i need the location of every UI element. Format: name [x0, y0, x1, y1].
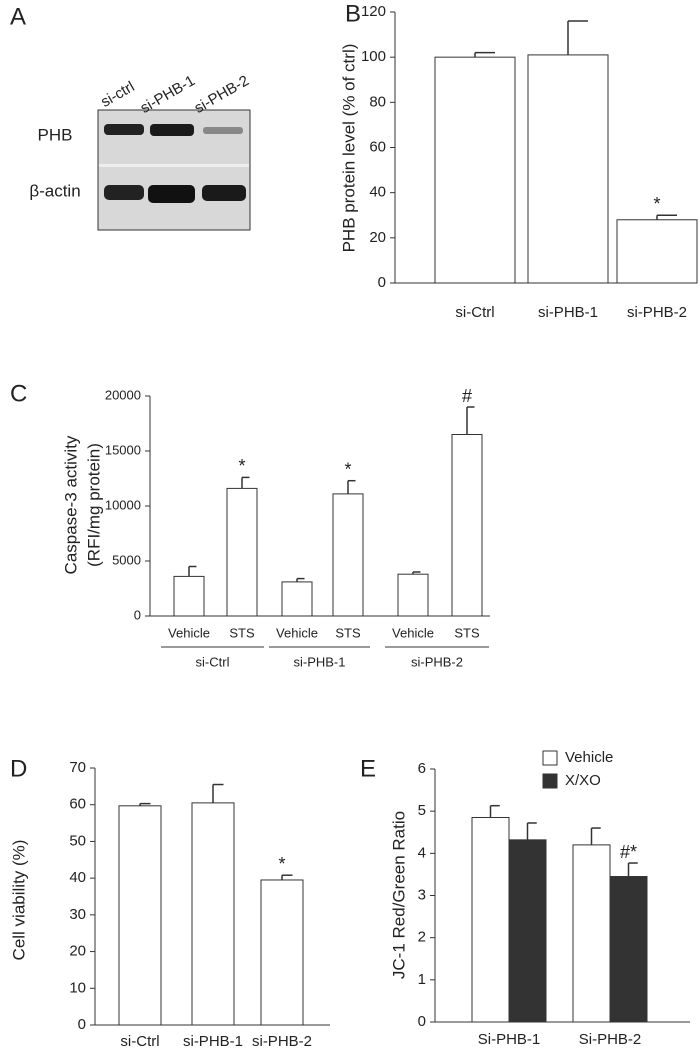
- bar: [191, 802, 235, 1026]
- legend-label: X/XO: [565, 772, 601, 789]
- y-tick-label: 10: [69, 979, 86, 996]
- band: [104, 185, 144, 200]
- y-tick-label: 0: [378, 274, 386, 291]
- band: [203, 127, 243, 134]
- x-tick-label: si-PHB-1: [183, 1033, 243, 1050]
- panel-letter: B: [345, 0, 361, 27]
- bar: [281, 581, 313, 617]
- x-tick-label: si-Ctrl: [455, 304, 494, 321]
- bar: [451, 434, 483, 617]
- y-tick-label: 15000: [105, 442, 141, 457]
- band: [104, 124, 144, 135]
- row-label: PHB: [38, 125, 73, 144]
- bar: [508, 839, 547, 1023]
- bar: [609, 876, 648, 1023]
- bar: [572, 844, 611, 1023]
- annotation: *: [344, 459, 351, 479]
- bar: [616, 219, 698, 284]
- group-label: si-PHB-1: [293, 654, 345, 669]
- x-tick-label: STS: [335, 625, 361, 640]
- band: [202, 185, 246, 201]
- y-axis-label: (RFI/mg protein): [84, 443, 103, 567]
- y-axis-label: Caspase-3 activity: [61, 435, 80, 574]
- y-tick-label: 120: [361, 3, 386, 20]
- panel-letter: E: [360, 755, 376, 782]
- y-tick-label: 0: [78, 1016, 86, 1033]
- bar: [527, 54, 609, 284]
- x-tick-label: STS: [454, 625, 480, 640]
- x-tick-label: si-Ctrl: [120, 1033, 159, 1050]
- y-tick-label: 20000: [105, 387, 141, 402]
- band: [150, 124, 194, 136]
- panel-letter: C: [10, 380, 27, 407]
- lane-label: si-ctrl: [98, 78, 138, 111]
- x-tick-label: STS: [229, 625, 255, 640]
- y-tick-label: 6: [418, 760, 426, 777]
- annotation: *: [278, 854, 285, 874]
- y-tick-label: 5: [418, 802, 426, 819]
- y-tick-label: 20: [369, 229, 386, 246]
- y-tick-label: 70: [69, 759, 86, 776]
- bar: [226, 487, 258, 617]
- y-tick-label: 40: [369, 184, 386, 201]
- y-tick-label: 5000: [112, 552, 141, 567]
- annotation: *: [238, 456, 245, 476]
- band: [148, 185, 195, 203]
- group-label: si-Ctrl: [196, 654, 230, 669]
- x-tick-label: Si-PHB-1: [478, 1031, 541, 1048]
- y-tick-label: 1: [418, 971, 426, 988]
- y-tick-label: 10000: [105, 497, 141, 512]
- bar: [332, 493, 364, 617]
- panel-letter: D: [10, 755, 27, 782]
- bar: [118, 805, 162, 1026]
- bar: [434, 56, 516, 284]
- x-tick-label: si-PHB-2: [252, 1033, 312, 1050]
- legend-swatch: [542, 773, 558, 789]
- blot-divider: [99, 164, 249, 167]
- y-tick-label: 80: [369, 93, 386, 110]
- bar: [397, 573, 429, 617]
- x-tick-label: si-PHB-2: [627, 304, 687, 321]
- x-tick-label: Vehicle: [276, 625, 318, 640]
- legend-label: Vehicle: [565, 749, 613, 766]
- annotation: #: [462, 386, 472, 406]
- y-axis-label: Cell viability (%): [9, 840, 28, 961]
- y-tick-label: 4: [418, 844, 426, 861]
- bar: [173, 575, 205, 617]
- y-tick-label: 60: [69, 796, 86, 813]
- x-tick-label: si-PHB-1: [538, 304, 598, 321]
- y-tick-label: 0: [134, 607, 141, 622]
- y-tick-label: 2: [418, 929, 426, 946]
- y-axis-label: PHB protein level (% of ctrl): [339, 44, 358, 253]
- y-tick-label: 30: [69, 906, 86, 923]
- legend-swatch: [542, 750, 558, 766]
- y-axis-label: JC-1 Red/Green Ratio: [389, 811, 408, 979]
- bar: [471, 816, 510, 1023]
- y-tick-label: 60: [369, 138, 386, 155]
- y-tick-label: 0: [418, 1013, 426, 1030]
- x-tick-label: Si-PHB-2: [579, 1031, 642, 1048]
- group-label: si-PHB-2: [411, 654, 463, 669]
- y-tick-label: 40: [69, 869, 86, 886]
- y-tick-label: 50: [69, 832, 86, 849]
- x-tick-label: Vehicle: [392, 625, 434, 640]
- y-tick-label: 3: [418, 886, 426, 903]
- x-tick-label: Vehicle: [168, 625, 210, 640]
- row-label: β-actin: [29, 181, 80, 200]
- bar: [260, 879, 304, 1026]
- annotation: #*: [620, 842, 637, 862]
- panel-letter: A: [10, 3, 26, 30]
- annotation: *: [653, 194, 660, 214]
- y-tick-label: 20: [69, 943, 86, 960]
- y-tick-label: 100: [361, 48, 386, 65]
